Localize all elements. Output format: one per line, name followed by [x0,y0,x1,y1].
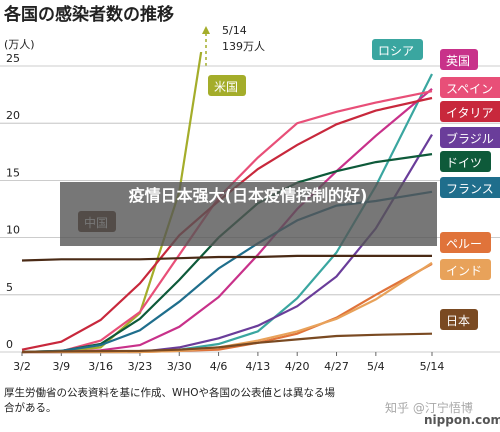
legend-label: ペルー [446,237,482,251]
y-unit: (万人) [4,38,35,51]
annotation: 5/14 [222,24,247,37]
x-tick-label: 3/23 [128,360,153,373]
y-tick-label: 15 [6,166,20,179]
legend-label: 英国 [446,54,470,68]
x-tick-label: 3/16 [88,360,113,373]
legend-box [440,232,491,253]
x-tick-label: 4/13 [246,360,271,373]
legend-box [440,309,478,330]
series-line [21,52,203,354]
x-tick-label: 4/6 [210,360,228,373]
x-tick-label: 5/14 [420,360,445,373]
overlay-title: 疫情日本强大(日本疫情控制的好) [129,186,368,205]
footnote: 合がある。 [4,401,57,414]
legend-box [440,259,491,280]
x-tick-label: 3/30 [167,360,192,373]
chart-title: 各国の感染者数の推移 [3,4,174,25]
watermark: 知乎 @汀宁悟博 [385,400,473,415]
y-tick-label: 10 [6,224,20,237]
y-tick-label: 5 [6,281,13,294]
x-tick-label: 4/27 [324,360,349,373]
legend-label: ブラジル [446,131,494,146]
series-line [21,254,432,262]
y-tick-label: 25 [6,52,20,65]
legend-box [372,39,423,60]
legend-label: 日本 [446,314,470,328]
series-line [22,262,433,354]
y-tick-label: 20 [6,109,20,122]
legend-label: インド [446,264,482,278]
x-tick-label: 3/2 [13,360,31,373]
legend-label: ロシア [378,44,414,58]
series-line [22,261,433,354]
x-tick-label: 5/4 [367,360,385,373]
legend-box [440,151,491,172]
legend-box [440,127,500,148]
legend-box [440,77,500,98]
legend-box [440,101,500,122]
arrow-head [202,26,210,34]
series-line [21,332,433,354]
legend-box [440,177,500,198]
footnote: 厚生労働省の公表資料を基に作成、WHOや各国の公表値とは異なる場 [4,386,336,399]
legend-box [440,49,478,70]
legend-box [208,75,246,96]
watermark: nippon.com [424,413,500,427]
x-tick-label: 4/20 [285,360,310,373]
legend-label: フランス [446,182,494,196]
legend-label: ドイツ [446,156,482,170]
legend-label: スペイン [446,82,493,96]
overlay-banner [60,182,437,246]
x-tick-label: 3/9 [52,360,70,373]
legend-label: 米国 [214,80,238,94]
legend-label: イタリア [446,106,494,120]
annotation: 139万人 [222,40,265,53]
y-tick-label: 0 [6,338,13,351]
